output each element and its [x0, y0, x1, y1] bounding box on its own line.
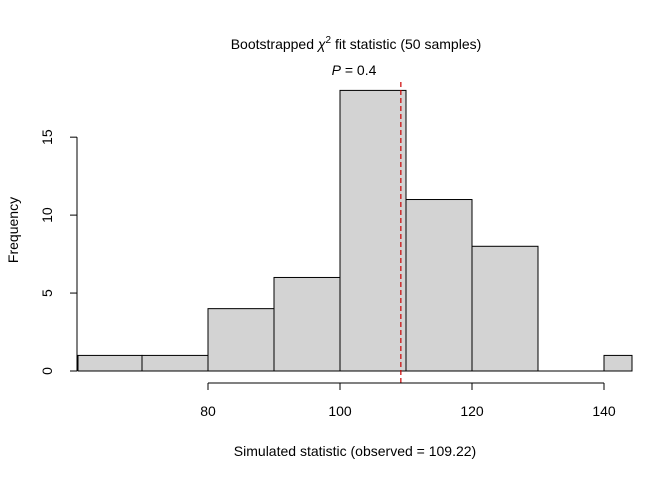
- title-chi-symbol: χ: [316, 36, 326, 52]
- chart-subtitle: P = 0.4: [332, 62, 377, 78]
- histogram-bars: [77, 89, 633, 372]
- chart-title: Bootstrapped χ2 fit statistic (50 sample…: [231, 35, 482, 52]
- x-axis: 80 100 120 140: [200, 382, 616, 419]
- histogram-bar: [471, 245, 539, 372]
- x-tick-label: 80: [200, 403, 216, 419]
- histogram-bar: [77, 354, 143, 372]
- y-axis: 0 5 10 15: [39, 129, 78, 375]
- title-superscript: 2: [326, 35, 332, 46]
- y-tick-label: 5: [39, 289, 55, 297]
- histogram-bar: [273, 276, 341, 372]
- histogram-bar: [141, 354, 209, 372]
- histogram-bar: [207, 308, 275, 372]
- title-suffix: fit statistic (50 samples): [331, 36, 481, 52]
- histogram-bar: [339, 89, 407, 372]
- y-axis-label: Frequency: [5, 197, 21, 263]
- x-tick-label: 140: [592, 403, 616, 419]
- histogram-bar: [405, 199, 473, 372]
- y-tick-label: 10: [39, 207, 55, 223]
- subtitle-value: = 0.4: [341, 62, 377, 78]
- y-tick-label: 15: [39, 129, 55, 145]
- y-tick-label: 0: [39, 367, 55, 375]
- histogram-bar: [603, 354, 633, 372]
- x-tick-label: 120: [460, 403, 484, 419]
- x-axis-label: Simulated statistic (observed = 109.22): [234, 443, 476, 459]
- subtitle-p-symbol: P: [332, 62, 342, 78]
- x-tick-label: 100: [328, 403, 352, 419]
- title-prefix: Bootstrapped: [231, 36, 318, 52]
